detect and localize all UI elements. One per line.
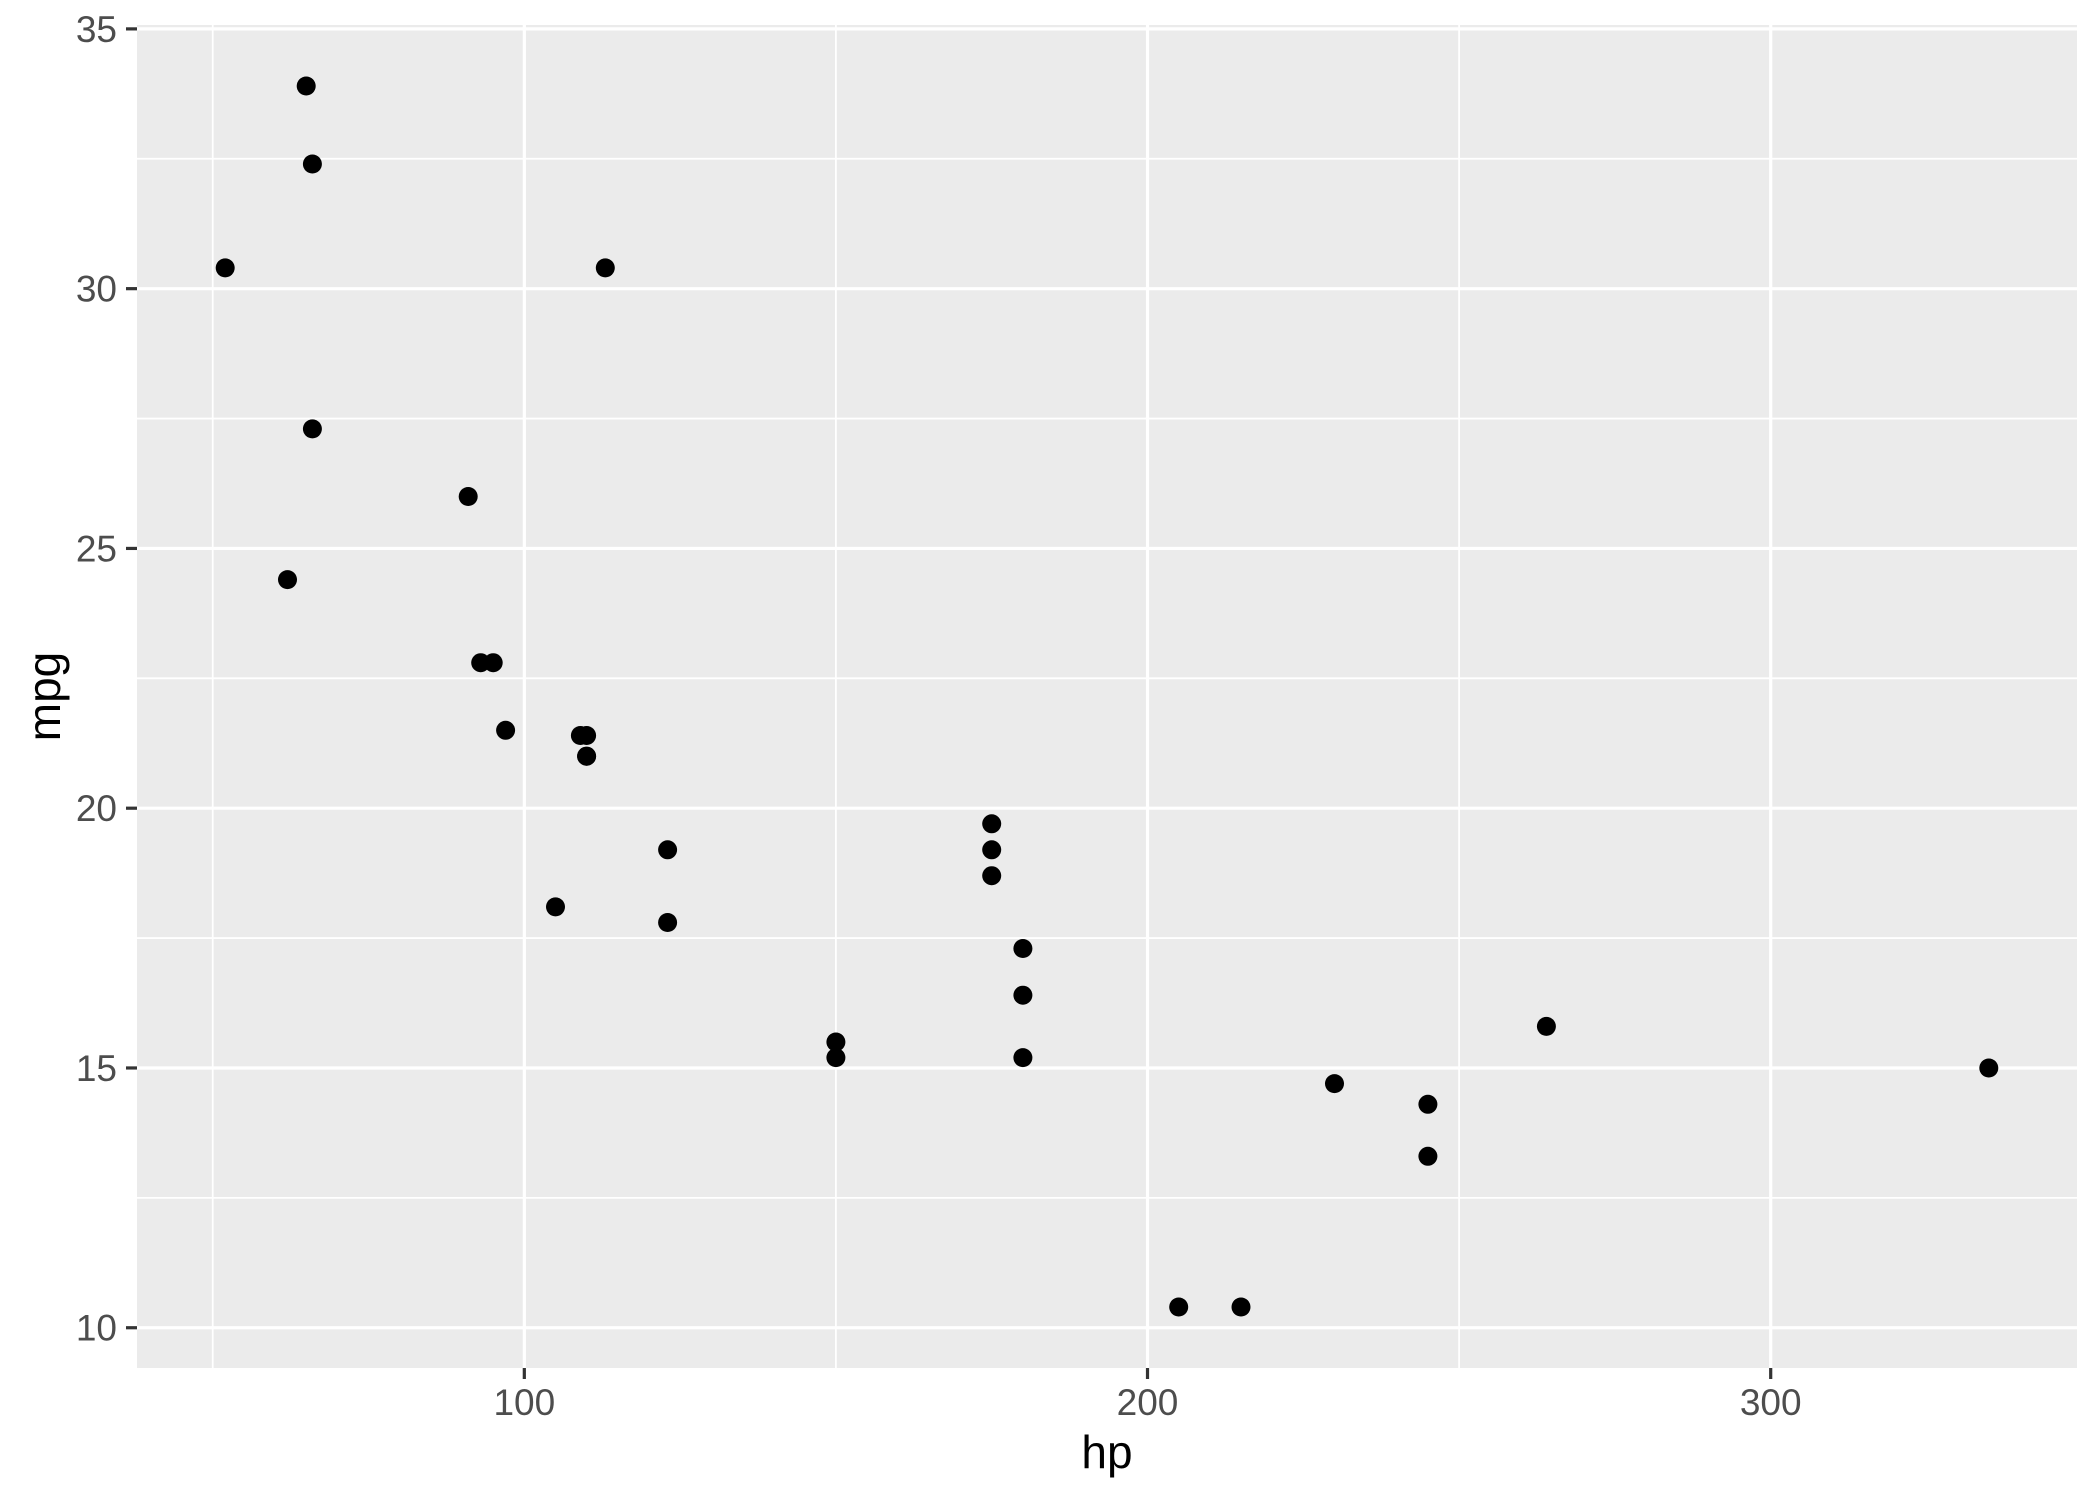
- data-point: [1013, 985, 1033, 1005]
- data-point: [302, 154, 322, 174]
- data-point: [296, 76, 316, 96]
- data-point: [658, 913, 678, 932]
- data-point: [546, 897, 565, 917]
- data-point: [483, 653, 503, 673]
- data-point: [658, 840, 678, 860]
- data-point: [1979, 1058, 1999, 1078]
- data-point: [302, 419, 322, 439]
- data-point: [496, 720, 516, 740]
- axes-layer: 100 200 300 10 15 20 25 30 35: [76, 9, 1802, 1423]
- x-axis-title: hp: [1081, 1426, 1132, 1478]
- data-point: [1013, 939, 1033, 958]
- grid-layer: [137, 25, 2077, 1368]
- data-point: [577, 746, 597, 766]
- panel-layer: [137, 25, 2077, 1368]
- points-layer: [215, 76, 1999, 1317]
- y-tick-label: 20: [76, 788, 117, 829]
- data-point: [1418, 1094, 1438, 1114]
- y-tick-label: 35: [76, 9, 117, 50]
- y-tick-label: 15: [76, 1048, 117, 1089]
- data-point: [1231, 1297, 1251, 1317]
- panel-background: [137, 25, 2077, 1368]
- data-point: [826, 1048, 846, 1068]
- data-point: [1013, 1048, 1033, 1068]
- y-tick-label: 25: [76, 528, 117, 569]
- data-point: [278, 570, 297, 590]
- data-point: [1536, 1016, 1556, 1036]
- data-point: [982, 840, 1002, 860]
- y-tick-label: 10: [76, 1308, 117, 1349]
- data-point: [570, 726, 590, 745]
- data-point: [826, 1032, 846, 1052]
- data-point: [982, 866, 1002, 886]
- y-axis-title: mpg: [18, 652, 70, 741]
- data-point: [458, 487, 478, 506]
- x-tick-label: 100: [493, 1382, 555, 1423]
- data-point: [595, 258, 615, 278]
- data-point: [1418, 1146, 1438, 1166]
- x-tick-label: 200: [1117, 1382, 1179, 1423]
- data-point: [215, 258, 235, 278]
- y-tick-label: 30: [76, 269, 117, 310]
- data-point: [1169, 1297, 1189, 1317]
- data-point: [982, 814, 1002, 834]
- x-tick-label: 300: [1740, 1382, 1802, 1423]
- data-point: [1325, 1074, 1344, 1094]
